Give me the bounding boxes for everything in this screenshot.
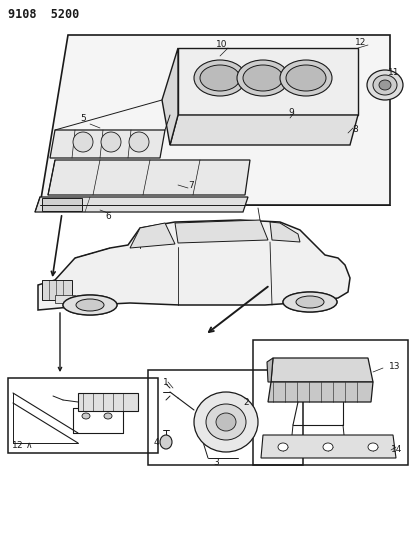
Ellipse shape xyxy=(283,292,337,312)
Ellipse shape xyxy=(373,75,397,95)
Text: 12: 12 xyxy=(355,38,366,47)
Polygon shape xyxy=(50,130,165,158)
Ellipse shape xyxy=(278,443,288,451)
Text: 5: 5 xyxy=(80,114,86,123)
Bar xyxy=(42,198,82,211)
Ellipse shape xyxy=(63,295,117,315)
Text: 4: 4 xyxy=(154,438,159,447)
Text: 2: 2 xyxy=(243,398,249,407)
Text: 6: 6 xyxy=(105,212,111,221)
Ellipse shape xyxy=(82,413,90,419)
Ellipse shape xyxy=(63,295,117,315)
Ellipse shape xyxy=(104,413,112,419)
Bar xyxy=(8,378,158,453)
Text: 11: 11 xyxy=(388,68,399,77)
Bar xyxy=(253,340,408,465)
Ellipse shape xyxy=(160,435,172,449)
Bar xyxy=(78,393,138,411)
Text: 7: 7 xyxy=(188,181,194,190)
Text: 1: 1 xyxy=(163,378,169,387)
Text: 8: 8 xyxy=(352,125,358,134)
Ellipse shape xyxy=(286,65,326,91)
Ellipse shape xyxy=(194,60,246,96)
Ellipse shape xyxy=(216,413,236,431)
Text: 9108  5200: 9108 5200 xyxy=(8,8,79,21)
Ellipse shape xyxy=(368,443,378,451)
Ellipse shape xyxy=(101,132,121,152)
Ellipse shape xyxy=(237,60,289,96)
Polygon shape xyxy=(170,115,358,145)
Ellipse shape xyxy=(243,65,283,91)
Polygon shape xyxy=(261,435,396,458)
Text: 12 $\wedge$: 12 $\wedge$ xyxy=(11,439,33,450)
Ellipse shape xyxy=(323,443,333,451)
Polygon shape xyxy=(162,48,178,145)
Text: 3: 3 xyxy=(213,458,219,467)
Ellipse shape xyxy=(296,296,324,308)
Bar xyxy=(148,370,303,465)
Ellipse shape xyxy=(200,65,240,91)
Polygon shape xyxy=(271,358,373,382)
Polygon shape xyxy=(178,48,358,115)
Polygon shape xyxy=(48,160,250,195)
Polygon shape xyxy=(268,382,373,402)
Ellipse shape xyxy=(367,70,403,100)
Bar xyxy=(42,280,72,300)
Polygon shape xyxy=(270,222,300,242)
Ellipse shape xyxy=(379,80,391,90)
Ellipse shape xyxy=(76,299,104,311)
Ellipse shape xyxy=(129,132,149,152)
Polygon shape xyxy=(40,35,390,205)
Polygon shape xyxy=(267,358,273,382)
Ellipse shape xyxy=(194,392,258,452)
Ellipse shape xyxy=(283,292,337,312)
Text: 10: 10 xyxy=(216,40,228,49)
Ellipse shape xyxy=(73,132,93,152)
Polygon shape xyxy=(175,220,268,243)
Text: 14: 14 xyxy=(390,445,402,454)
Ellipse shape xyxy=(280,60,332,96)
Text: 9: 9 xyxy=(288,108,294,117)
Ellipse shape xyxy=(206,404,246,440)
Polygon shape xyxy=(130,223,175,248)
Bar xyxy=(55,295,75,303)
Polygon shape xyxy=(35,197,248,212)
Polygon shape xyxy=(38,220,350,310)
Text: 13: 13 xyxy=(388,362,400,371)
